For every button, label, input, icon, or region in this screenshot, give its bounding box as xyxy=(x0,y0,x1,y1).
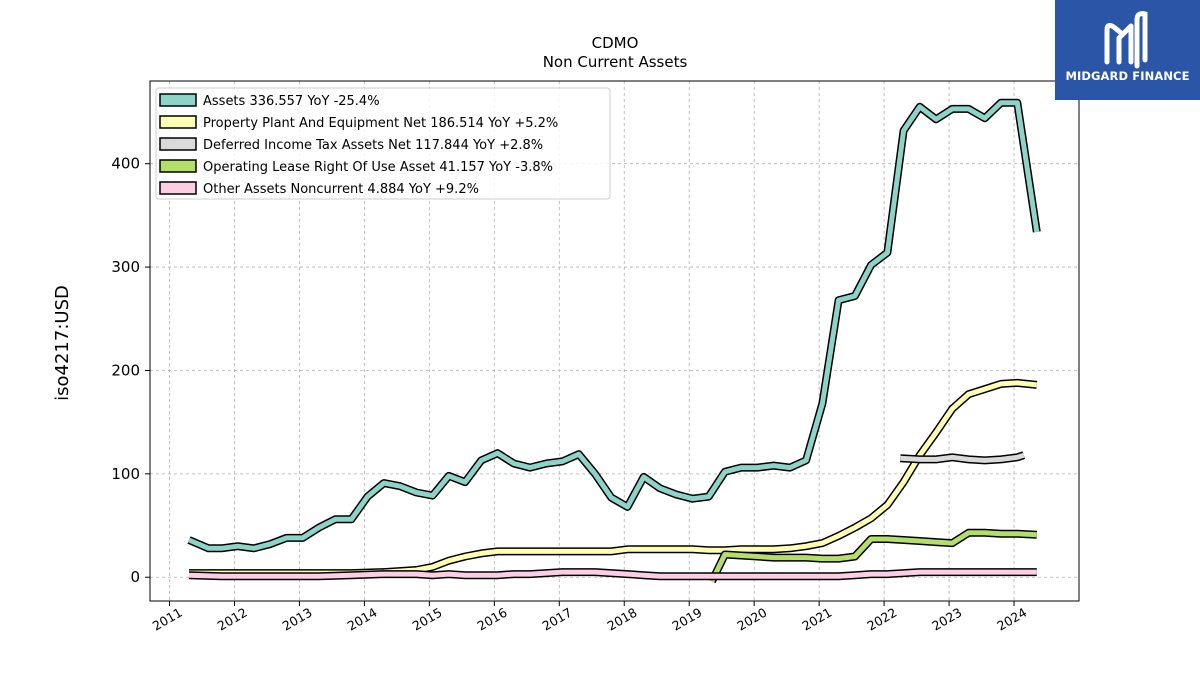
legend-label: Operating Lease Right Of Use Asset 41.15… xyxy=(203,160,553,175)
plot-area-frame xyxy=(149,80,1080,602)
legend-box xyxy=(155,87,611,200)
x-tick-label: 2021 xyxy=(799,605,834,634)
legend-swatch xyxy=(159,93,197,107)
x-tick-label: 2014 xyxy=(345,605,380,634)
legend-swatch xyxy=(159,159,197,173)
y-tick-label: 100 xyxy=(111,465,140,483)
logo-emblem-icon xyxy=(1104,11,1148,69)
midgard-finance-logo: MIDGARD FINANCE xyxy=(1055,0,1200,100)
x-tick-label: 2020 xyxy=(734,605,769,634)
series-line xyxy=(709,530,1037,583)
x-tick-label: 2013 xyxy=(280,605,315,634)
y-tick-label: 200 xyxy=(111,361,140,379)
legend: Assets 336.557 YoY -25.4% Property Plant … xyxy=(155,87,611,200)
x-tick-label: 2016 xyxy=(475,605,510,634)
x-tick-label: 2018 xyxy=(604,605,639,634)
series-1 xyxy=(187,98,1041,553)
y-tick-label: 300 xyxy=(111,258,140,276)
y-tick-label: 400 xyxy=(111,155,140,173)
series-line xyxy=(188,569,1037,579)
legend-label: Assets 336.557 YoY -25.4% xyxy=(203,94,380,109)
x-tick-label: 2022 xyxy=(864,605,899,634)
x-tick-label: 2015 xyxy=(410,605,445,634)
x-tick-label: 2023 xyxy=(929,605,964,634)
chart-title: CDMO xyxy=(592,34,639,52)
legend-label: Property Plant And Equipment Net 186.514… xyxy=(203,116,558,131)
y-tick-label: 0 xyxy=(130,568,140,586)
legend-label: Other Assets Noncurrent 4.884 YoY +9.2% xyxy=(203,182,479,197)
x-tick-label: 2012 xyxy=(215,605,250,634)
legend-label: Deferred Income Tax Assets Net 117.844 Y… xyxy=(203,138,543,153)
legend-swatch xyxy=(159,181,197,195)
chart-subtitle: Non Current Assets xyxy=(543,53,688,71)
series-line xyxy=(189,380,1038,576)
legend-swatch xyxy=(159,115,197,129)
x-tick-label: 2019 xyxy=(669,605,704,634)
series-line xyxy=(188,100,1040,551)
series-line xyxy=(900,452,1025,463)
x-tick-label: 2011 xyxy=(150,605,185,634)
series-3 xyxy=(900,451,1026,465)
y-axis-ticks: 0 100 200 300 400 xyxy=(111,155,150,586)
x-tick-label: 2024 xyxy=(994,605,1029,634)
series-lines xyxy=(187,98,1041,584)
logo-text: MIDGARD FINANCE xyxy=(1065,69,1190,83)
legend-swatch xyxy=(159,137,197,151)
series-4 xyxy=(708,528,1038,584)
x-axis-ticks: 2011 2012 2013 2014 2015 2016 2017 2018 2019 2020… xyxy=(150,601,1029,634)
y-axis-label: iso4217:USD xyxy=(52,285,73,401)
series-outline xyxy=(189,378,1038,578)
series-5 xyxy=(188,568,1037,581)
x-tick-label: 2017 xyxy=(540,605,575,634)
series-2 xyxy=(189,378,1038,578)
